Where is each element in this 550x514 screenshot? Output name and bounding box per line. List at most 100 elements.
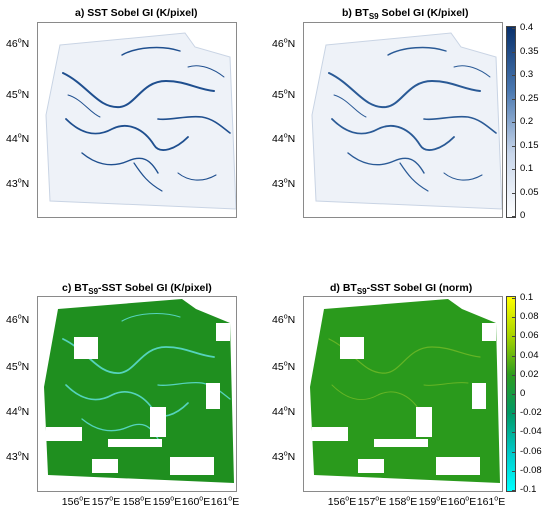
colorbar-top-tick-mark bbox=[512, 122, 516, 123]
front-a-9 bbox=[177, 172, 217, 181]
colorbar-top-tick-label: 0.1 bbox=[520, 163, 534, 174]
panel-a-title: a) SST Sobel GI (K/pixel) bbox=[75, 7, 198, 19]
front-b-2 bbox=[331, 118, 455, 151]
colorbar-bottom-tick-label: -0.02 bbox=[520, 407, 542, 419]
lon-label-c-159: 159oE bbox=[152, 495, 182, 509]
lon-label-d-160: 160oE bbox=[447, 495, 477, 509]
lon-label-c-157: 157oE bbox=[91, 495, 121, 509]
front-a-6 bbox=[133, 162, 163, 192]
land-patch-c-8 bbox=[92, 459, 118, 473]
colorbar-bottom-tick-mark bbox=[512, 336, 516, 338]
yellow-front-d-2 bbox=[331, 384, 421, 412]
colorbar-top-tick-label: 0.4 bbox=[520, 22, 534, 33]
front-a-2 bbox=[65, 118, 189, 151]
lon-label-c-160: 160oE bbox=[181, 495, 211, 509]
lon-label-c-161: 161oE bbox=[210, 495, 240, 509]
lat-label-c-44: 44oN bbox=[6, 405, 30, 419]
colorbar-bottom-tick-label: 0.04 bbox=[520, 349, 539, 361]
colorbar-bottom-tick-mark bbox=[512, 298, 516, 299]
colorbar-bottom-tick-label: 0.02 bbox=[520, 368, 539, 380]
colorbar-bottom-tick-mark bbox=[512, 490, 516, 491]
colorbar-bottom-tick-mark bbox=[512, 394, 516, 395]
panel-b-title: b) BTS9 Sobel GI (K/pixel) bbox=[342, 7, 469, 22]
map-c-svg bbox=[44, 299, 234, 483]
colorbar-bottom-tick-mark bbox=[512, 374, 516, 376]
cyan-front-c-1 bbox=[62, 338, 215, 374]
land-patch-c-6 bbox=[206, 383, 220, 409]
land-patch-d-7 bbox=[436, 457, 480, 475]
land-patch-d-3 bbox=[312, 427, 348, 441]
colorbar-top-tick-label: 0.2 bbox=[520, 116, 534, 127]
land-patch-c-1 bbox=[74, 337, 98, 359]
colorbar-bottom-tick-label: -0.08 bbox=[520, 464, 542, 476]
cyan-front-c-2 bbox=[65, 384, 189, 417]
map-panel-b bbox=[303, 22, 503, 218]
lon-label-d-157: 157oE bbox=[357, 495, 387, 509]
colorbar-top-tick-mark bbox=[512, 51, 516, 53]
lat-label-c-45: 45oN bbox=[6, 360, 30, 374]
front-b-8 bbox=[453, 65, 491, 78]
front-a-1 bbox=[62, 72, 215, 109]
map-panel-a bbox=[37, 22, 237, 218]
front-b-5 bbox=[423, 115, 497, 134]
colorbar-bottom-tick-mark bbox=[512, 451, 516, 453]
front-a-4 bbox=[81, 152, 159, 174]
colorbar-bottom-tick-label: -0.04 bbox=[520, 426, 542, 438]
front-a-5 bbox=[157, 115, 231, 134]
colorbar-bottom-tick-label: 0.1 bbox=[520, 292, 534, 303]
colorbar-top-tick-mark bbox=[512, 98, 516, 100]
front-a-8 bbox=[187, 65, 225, 78]
land-patch-c-4 bbox=[108, 439, 162, 447]
colorbar-bottom-tick-label: -0.06 bbox=[520, 445, 542, 457]
colorbar-bottom-tick-mark bbox=[512, 355, 516, 357]
panel-d-title: d) BTS9-SST Sobel GI (norm) bbox=[330, 282, 473, 297]
land-patch-c-3 bbox=[46, 427, 82, 441]
lat-label-a-45: 45oN bbox=[6, 88, 30, 102]
colorbar-top-tick-mark bbox=[512, 75, 516, 76]
lon-label-d-159: 159oE bbox=[418, 495, 448, 509]
colorbar-top-tick-label: 0.25 bbox=[520, 92, 539, 104]
land-patch-d-6 bbox=[472, 383, 486, 409]
land-patch-c-2 bbox=[216, 323, 230, 341]
front-b-4 bbox=[347, 152, 425, 174]
front-b-9 bbox=[443, 172, 483, 181]
map-panel-c bbox=[37, 296, 237, 492]
land-patch-d-1 bbox=[340, 337, 364, 359]
lat-label-d-46: 46oN bbox=[272, 313, 296, 327]
colorbar-top-tick-label: 0.05 bbox=[520, 186, 539, 198]
colorbar-bottom-tick-mark bbox=[512, 317, 516, 319]
yellow-front-d-1 bbox=[328, 338, 481, 374]
panel-c-title: c) BTS9-SST Sobel GI (K/pixel) bbox=[62, 282, 212, 297]
map-d-svg bbox=[310, 299, 500, 483]
lat-label-a-43: 43oN bbox=[6, 177, 30, 191]
lat-label-b-43: 43oN bbox=[272, 177, 296, 191]
swath-b bbox=[311, 32, 502, 210]
lat-label-d-45: 45oN bbox=[272, 360, 296, 374]
front-a-7 bbox=[67, 94, 101, 118]
lon-label-d-156: 156oE bbox=[327, 495, 357, 509]
colorbar-bottom-tick-label: 0 bbox=[520, 388, 526, 399]
colorbar-top-tick-label: 0.15 bbox=[520, 139, 539, 151]
colorbar-top-tick-label: 0.3 bbox=[520, 69, 534, 80]
yellow-front-d-3 bbox=[423, 382, 469, 386]
lat-label-b-46: 46oN bbox=[272, 37, 296, 51]
front-a-3 bbox=[121, 46, 181, 56]
lon-label-d-158: 158oE bbox=[388, 495, 418, 509]
colorbar-bottom-tick-mark bbox=[512, 470, 516, 472]
lat-label-a-44: 44oN bbox=[6, 132, 30, 146]
colorbar-top-tick-mark bbox=[512, 216, 516, 217]
cyan-front-c-5 bbox=[121, 312, 181, 322]
colorbar-top-tick-mark bbox=[512, 28, 516, 29]
cyan-front-c-4 bbox=[157, 381, 231, 400]
colorbar-bottom-tick-label: -0.1 bbox=[520, 484, 537, 495]
land-patch-d-5 bbox=[416, 407, 432, 437]
front-b-6 bbox=[399, 162, 429, 192]
front-b-7 bbox=[333, 94, 367, 118]
lat-label-b-44: 44oN bbox=[272, 132, 296, 146]
colorbar-bottom-tick-mark bbox=[512, 432, 516, 434]
land-patch-d-8 bbox=[358, 459, 384, 473]
map-a-svg bbox=[45, 32, 236, 210]
front-b-1 bbox=[328, 72, 481, 109]
lon-label-c-156: 156oE bbox=[61, 495, 91, 509]
colorbar-bottom-tick-label: 0.08 bbox=[520, 311, 539, 323]
